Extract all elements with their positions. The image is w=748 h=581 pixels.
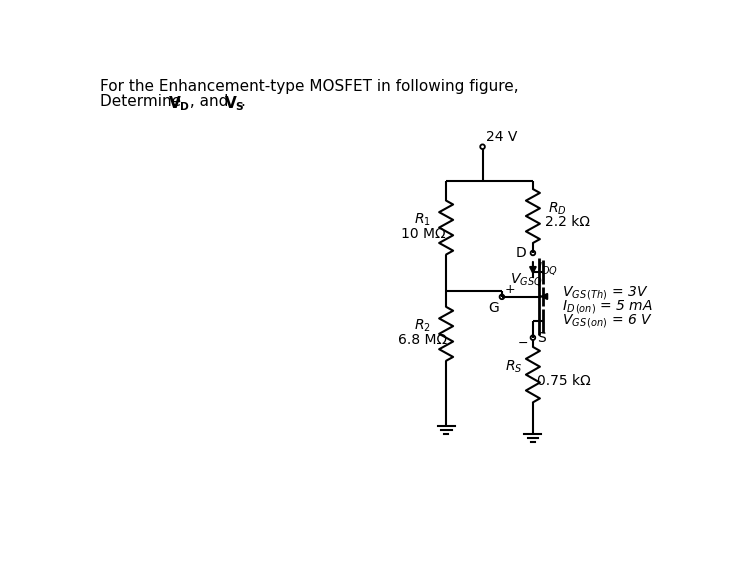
Text: 2.2 kΩ: 2.2 kΩ xyxy=(545,215,590,229)
Text: Determine: Determine xyxy=(99,94,186,109)
Text: $R_S$: $R_S$ xyxy=(505,358,522,375)
Text: $V_{GS\,(Th)}$ = 3V: $V_{GS\,(Th)}$ = 3V xyxy=(562,284,649,302)
Text: G: G xyxy=(488,300,499,315)
Text: $\mathbf{V_S}$: $\mathbf{V_S}$ xyxy=(224,94,245,113)
Text: $I_{DQ}$: $I_{DQ}$ xyxy=(537,260,558,277)
Text: +: + xyxy=(505,283,515,296)
Text: $\mathbf{V_D}$: $\mathbf{V_D}$ xyxy=(168,94,190,113)
Text: 6.8 MΩ: 6.8 MΩ xyxy=(399,333,447,347)
Text: 0.75 kΩ: 0.75 kΩ xyxy=(537,374,591,388)
Text: .: . xyxy=(241,94,245,109)
Text: $V_{GSQ}$: $V_{GSQ}$ xyxy=(509,271,542,288)
Text: D: D xyxy=(516,246,527,260)
Text: $I_{D\,(on)}$ = 5 mA: $I_{D\,(on)}$ = 5 mA xyxy=(562,298,653,316)
Text: $R_1$: $R_1$ xyxy=(414,211,432,228)
Text: $R_D$: $R_D$ xyxy=(548,200,567,217)
Text: S: S xyxy=(538,331,546,345)
Text: 10 MΩ: 10 MΩ xyxy=(401,227,445,241)
Text: , and: , and xyxy=(185,94,233,109)
Text: For the Enhancement-type MOSFET in following figure,: For the Enhancement-type MOSFET in follo… xyxy=(99,79,518,94)
Text: $R_2$: $R_2$ xyxy=(414,318,432,334)
Text: −: − xyxy=(518,338,528,350)
Text: 24 V: 24 V xyxy=(485,130,517,145)
Text: $V_{GS\,(on)}$ = 6 V: $V_{GS\,(on)}$ = 6 V xyxy=(562,312,653,330)
